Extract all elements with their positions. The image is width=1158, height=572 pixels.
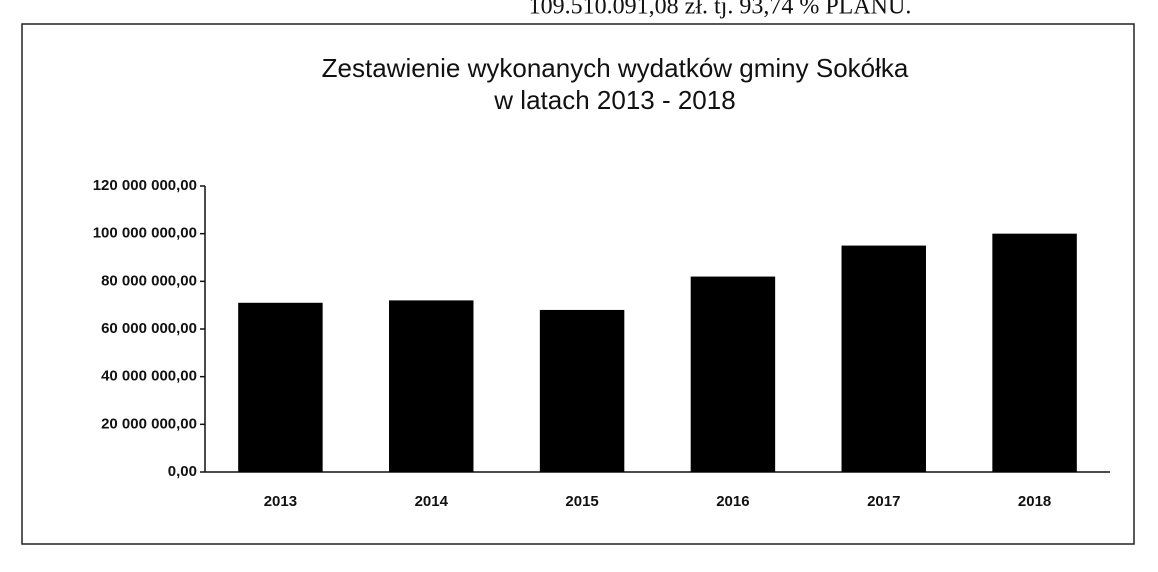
chart-frame [21, 23, 1135, 545]
x-tick-label: 2016 [716, 493, 749, 510]
y-tick-label: 0,00 [168, 463, 197, 480]
x-tick-label: 2018 [1018, 493, 1051, 510]
x-tick-label: 2015 [565, 493, 598, 510]
header-text: 109.510.091,08 zł. tj. 93,74 % PLANU. [529, 0, 912, 20]
bar [841, 245, 926, 472]
x-tick-label: 2014 [415, 493, 449, 510]
y-tick-label: 120 000 000,00 [93, 177, 197, 194]
y-tick-label: 80 000 000,00 [101, 272, 197, 289]
bar [238, 302, 323, 472]
bar [992, 233, 1077, 472]
chart-title: Zestawienie wykonanych wydatków gminy So… [322, 53, 909, 83]
bar [389, 300, 474, 472]
y-tick-label: 100 000 000,00 [93, 225, 197, 242]
chart-subtitle: w latach 2013 - 2018 [493, 85, 735, 115]
y-tick-label: 60 000 000,00 [101, 320, 197, 337]
y-tick-label: 40 000 000,00 [101, 368, 197, 385]
x-tick-label: 2013 [264, 493, 297, 510]
x-tick-label: 2017 [867, 493, 900, 510]
bar [690, 276, 776, 472]
bar [539, 309, 625, 472]
y-tick-label: 20 000 000,00 [101, 415, 197, 432]
